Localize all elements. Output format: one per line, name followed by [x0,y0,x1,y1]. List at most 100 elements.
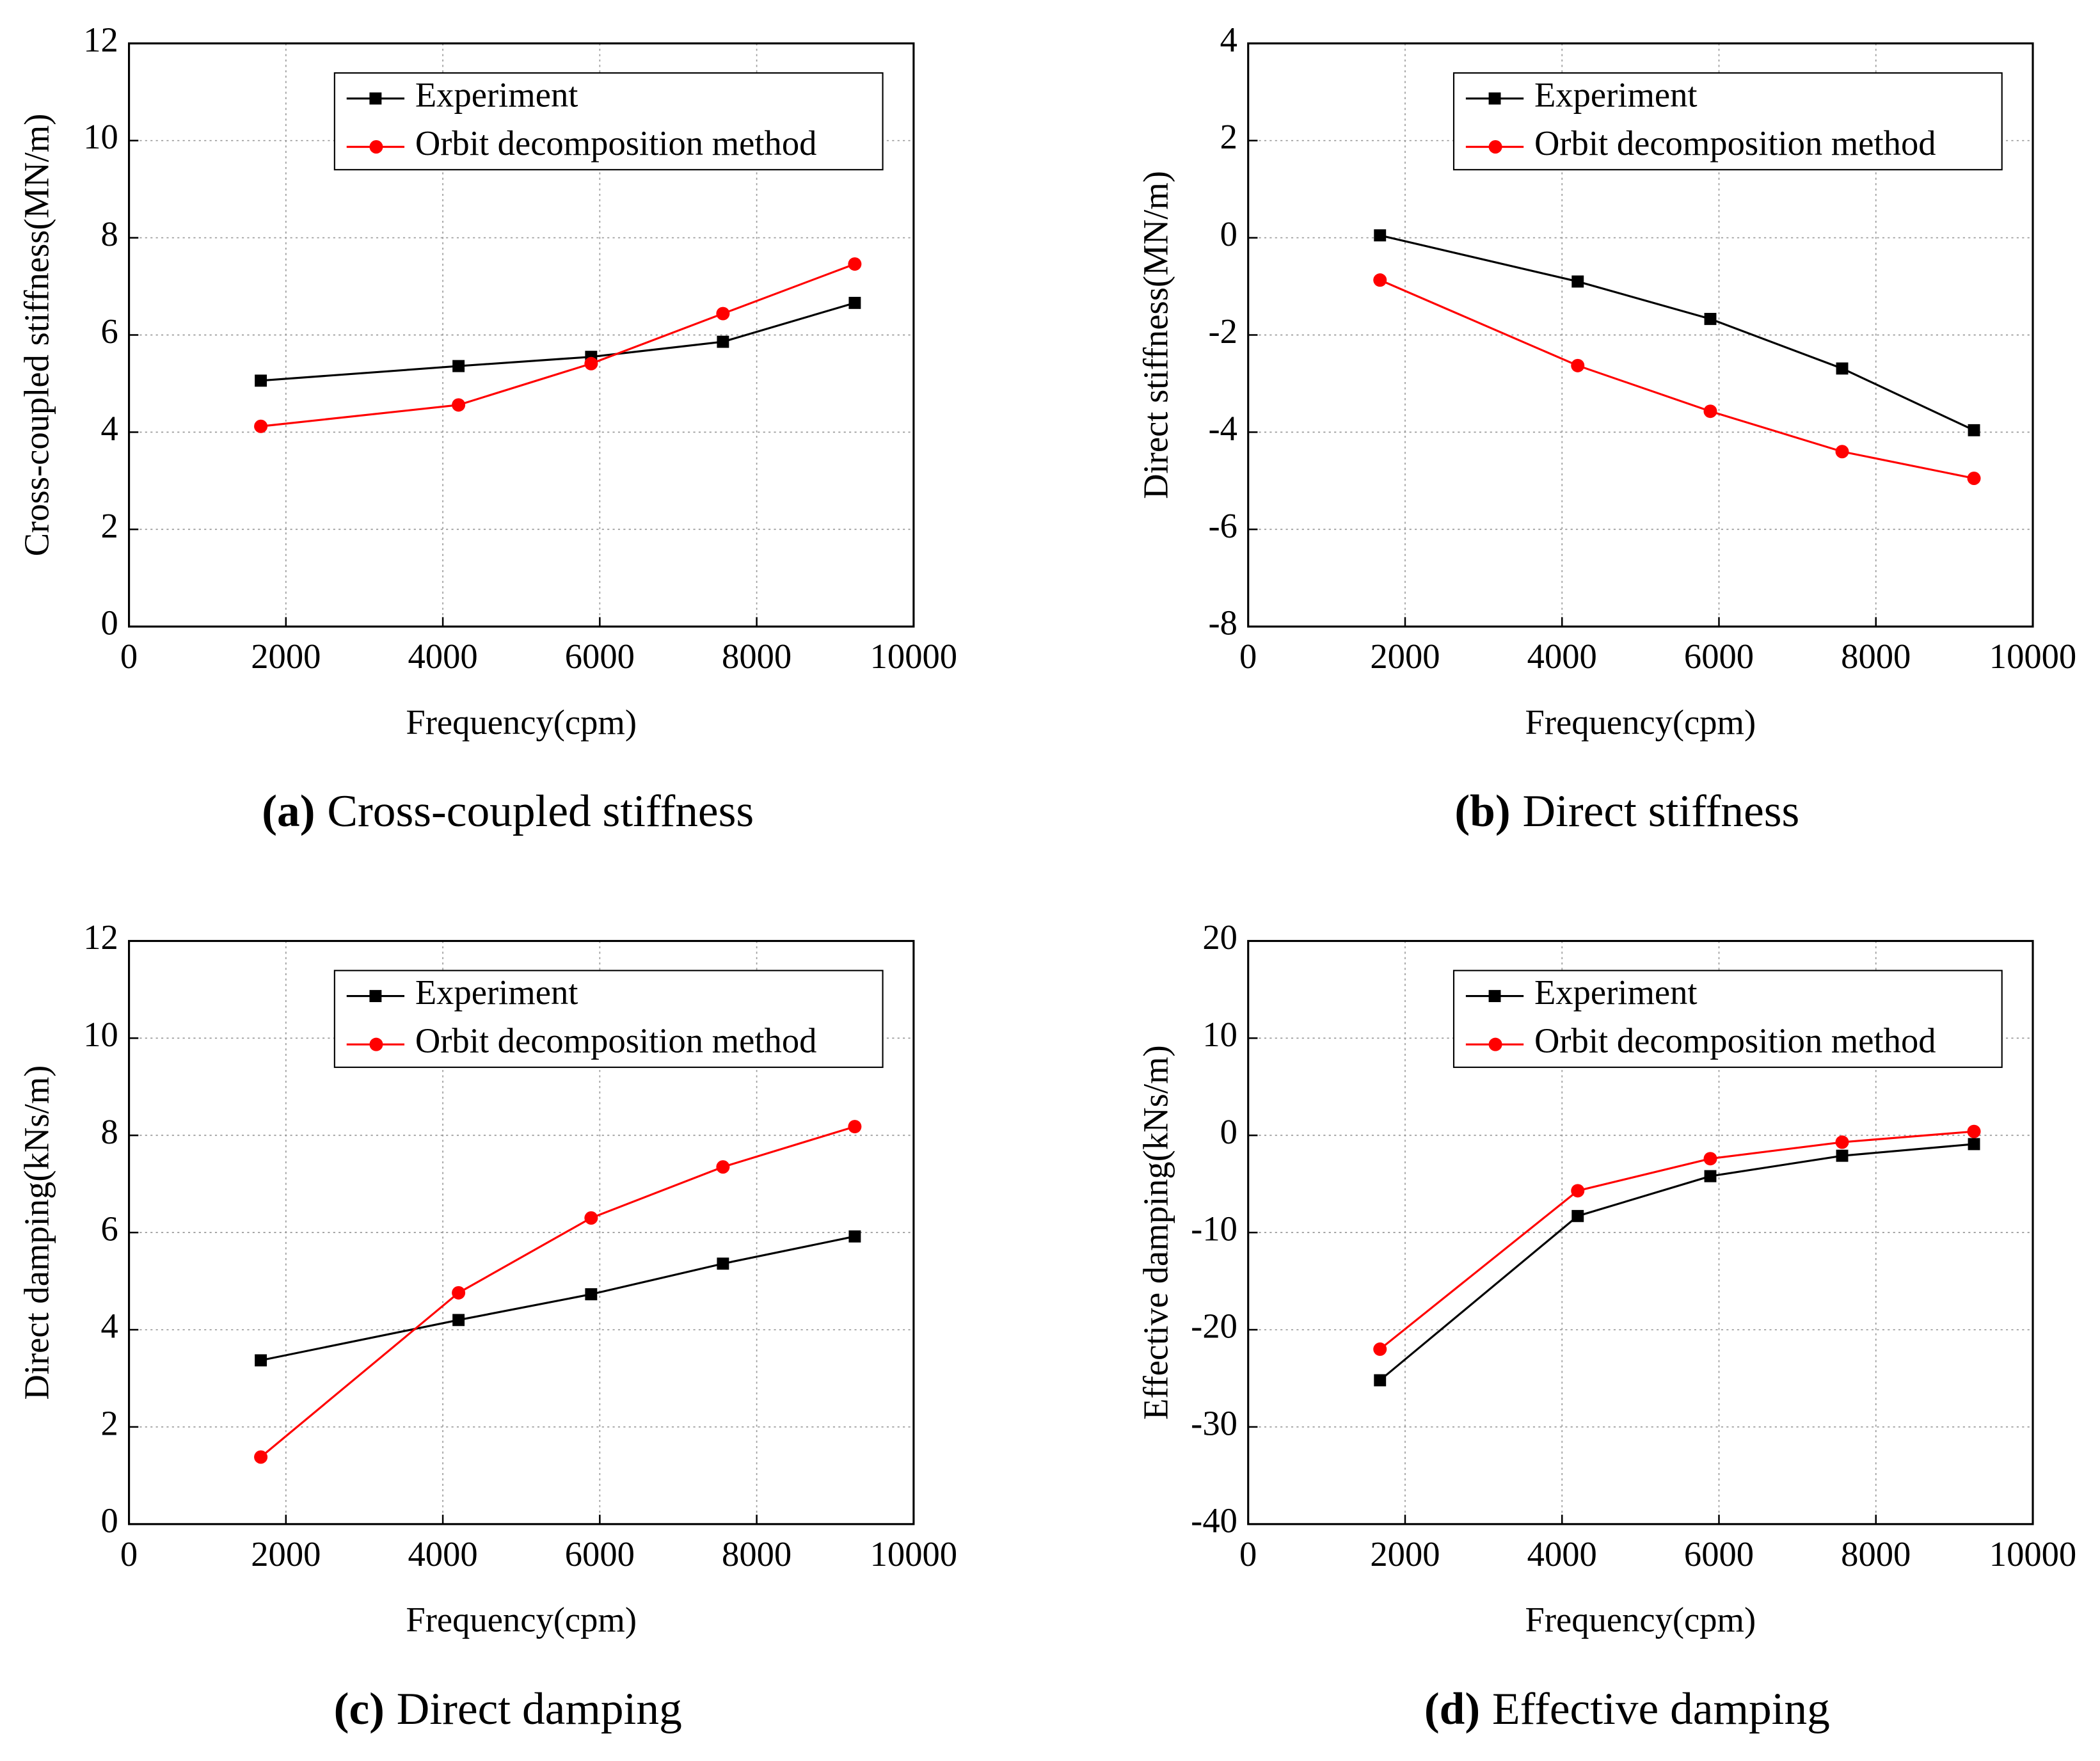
x-tick-label: 2000 [251,1534,321,1574]
x-tick-label: 4000 [1527,1534,1597,1574]
x-axis-label: Frequency(cpm) [1525,1600,1756,1639]
y-tick-label: 2 [100,506,118,545]
y-tick-label: 4 [100,409,118,448]
legend-marker [1488,92,1501,105]
data-point [717,335,729,348]
data-point [1835,1135,1849,1149]
y-tick-label: 20 [1202,918,1237,957]
data-point [1704,1170,1717,1183]
legend-label: Orbit decomposition method [1534,124,1936,163]
caption-text: Effective damping [1492,1684,1830,1734]
legend-box [333,72,884,171]
legend-marker [1488,990,1501,1003]
caption: (d) Effective damping [1424,1684,1830,1734]
x-tick-label: 6000 [565,1534,635,1574]
data-point [1703,404,1717,418]
y-tick-label: 10 [83,1015,118,1054]
data-point [848,296,861,309]
data-point [452,1286,466,1300]
data-point [1571,275,1584,288]
x-tick-label: 4000 [408,1534,478,1574]
y-tick-label: 4 [1220,20,1237,59]
legend-marker [369,990,382,1003]
legend-marker [369,140,383,154]
x-tick-label: 2000 [1370,637,1440,676]
x-tick-label: 10000 [870,637,957,676]
plot-frame [128,939,915,1526]
legend-label: Orbit decomposition method [1534,1021,1936,1060]
caption-label: (c) [334,1684,385,1734]
x-tick-label: 6000 [565,637,635,676]
data-point [584,356,598,371]
x-tick-label: 2000 [1370,1534,1440,1574]
data-point [717,1257,729,1270]
y-tick-label: 2 [100,1403,118,1442]
chart-panel: 0 2000 4000 6000 8000 10000 0 2 4 6 8 10 12 Frequency… [17,918,958,1734]
caption: (c) Direct damping [334,1684,682,1734]
data-point [848,1120,862,1134]
data-point [1703,1152,1717,1166]
y-axis-label: Direct damping(kNs/m) [17,1065,56,1400]
y-tick-label: -8 [1208,603,1237,642]
y-tick-label: 0 [100,1501,118,1540]
x-tick-label: 10000 [1989,1534,2076,1574]
data-point [848,257,862,271]
x-axis-label: Frequency(cpm) [1525,703,1756,742]
chart-panel: 0 2000 4000 6000 8000 10000 -40 -30 -20 -10 0 10 20 F… [1136,918,2077,1734]
caption: (a) Cross-coupled stiffness [262,786,754,837]
series-line [1379,1130,1975,1350]
legend-label: Experiment [1534,973,1698,1012]
data-point [1968,1138,1980,1151]
x-tick-label: 4000 [1527,637,1597,676]
legend-label: Orbit decomposition method [415,1021,817,1060]
x-axis-label: Frequency(cpm) [406,703,637,742]
caption-text: Direct stiffness [1523,786,1800,837]
data-point [1571,1184,1585,1198]
legend-label: Orbit decomposition method [415,124,817,163]
series-line [260,301,855,382]
series-line [260,1235,855,1362]
y-tick-label: -30 [1191,1403,1237,1442]
data-point [1571,358,1585,372]
y-tick-label: -4 [1208,409,1237,448]
data-point [585,1288,598,1301]
caption: (b) Direct stiffness [1454,786,1799,837]
data-point [1374,229,1387,242]
y-tick-label: -20 [1191,1307,1237,1346]
legend-box [333,969,884,1068]
x-tick-label: 8000 [722,637,791,676]
legend-marker [369,92,382,105]
data-point [1967,1124,1981,1138]
y-tick-label: 12 [83,20,118,59]
legend: Experiment Orbit decomposition method [1452,72,2003,171]
data-point [584,1211,598,1225]
legend-box [1452,72,2003,171]
caption-label: (a) [262,786,315,837]
y-tick-label: 0 [100,603,118,642]
data-point [1571,1209,1584,1222]
data-point [716,1160,730,1174]
plot-frame [128,42,915,628]
data-point [1373,273,1387,287]
data-point [1374,1374,1387,1387]
data-point [452,360,465,372]
y-tick-label: 8 [100,1112,118,1151]
x-tick-label: 10000 [870,1534,957,1574]
data-point [452,1314,465,1327]
y-tick-label: -2 [1208,312,1237,351]
y-axis-label: Cross-coupled stiffness(MN/m) [17,114,56,557]
y-tick-label: 10 [83,117,118,156]
legend-marker [1488,1037,1502,1051]
chart-panel: 0 2000 4000 6000 8000 10000 0 2 4 6 8 10 12 Frequency… [17,20,958,836]
data-point [1836,362,1849,375]
y-tick-label: 0 [1220,214,1237,253]
y-tick-label: -6 [1208,506,1237,545]
data-point [1835,445,1849,459]
series-line [1379,1143,1975,1382]
x-tick-label: 0 [1239,637,1257,676]
x-tick-label: 8000 [722,1534,791,1574]
y-tick-label: 2 [1220,117,1237,156]
data-point [1836,1149,1849,1162]
caption-text: Direct damping [397,1684,682,1734]
